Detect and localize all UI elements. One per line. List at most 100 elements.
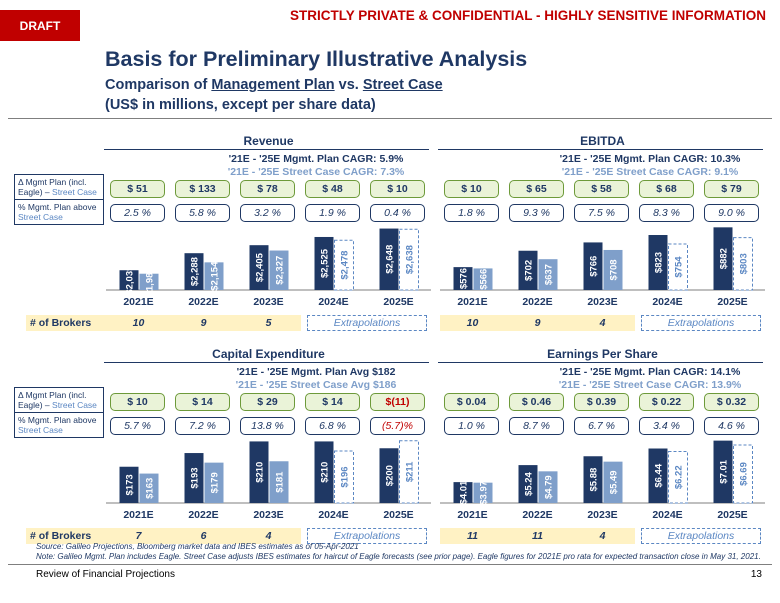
ebitda-cagr: '21E - '25E Mgmt. Plan CAGR: 10.3% '21E -… bbox=[540, 153, 760, 179]
eps-bar-mgmt-label: $4.01 bbox=[459, 480, 470, 504]
capex-xtick: 2022E bbox=[188, 509, 218, 521]
ebitda-bar-street-label: $754 bbox=[674, 256, 685, 278]
revenue-brokers-value: 10 bbox=[132, 317, 145, 329]
revenue-title-rule bbox=[104, 149, 429, 150]
eps-pct-pill: 1.0 % bbox=[444, 417, 499, 435]
ebitda-cagr-mgmt: '21E - '25E Mgmt. Plan CAGR: 10.3% bbox=[559, 153, 741, 165]
ebitda-bar-mgmt-label: $766 bbox=[589, 256, 600, 277]
capex-brokers-value: 7 bbox=[135, 530, 142, 542]
capex-delta-pill: $ 10 bbox=[110, 393, 165, 411]
revenue-brokers-value: 9 bbox=[200, 317, 207, 329]
page-title: Basis for Preliminary Illustrative Analy… bbox=[105, 47, 528, 71]
legend-delta-main: Δ Mgmt Plan (incl. Eagle) – bbox=[18, 177, 87, 197]
legend-delta-street: Street Case bbox=[52, 400, 97, 410]
capex-bar-street-extrapolated bbox=[399, 440, 419, 504]
ebitda-bar-mgmt bbox=[583, 242, 603, 290]
page-subtitle: Comparison of Management Plan vs. Street… bbox=[105, 75, 443, 115]
revenue-bar-street-label: $1,988 bbox=[145, 267, 156, 296]
revenue-xtick: 2023E bbox=[253, 296, 283, 308]
capex-chart: $173 $163 2021E $193 $179 2022E $210 $181 2023E $… bbox=[106, 440, 431, 521]
ebitda-bar-mgmt bbox=[453, 267, 473, 290]
eps-xtick: 2021E bbox=[457, 509, 487, 521]
revenue-xtick: 2025E bbox=[383, 296, 413, 308]
eps-bar-street-label: $6.69 bbox=[739, 462, 750, 486]
revenue-pct-pill: 1.9 % bbox=[305, 204, 360, 222]
eps-xtick: 2022E bbox=[522, 509, 552, 521]
subtitle-street: Street Case bbox=[362, 77, 443, 93]
revenue-pct-pill: 0.4 % bbox=[370, 204, 425, 222]
capex-bar-street-label: $163 bbox=[145, 478, 156, 499]
revenue-xtick: 2022E bbox=[188, 296, 218, 308]
legend-delta-street: Street Case bbox=[52, 187, 97, 197]
capex-bar-street-label: $179 bbox=[210, 472, 221, 493]
ebitda-title-rule bbox=[438, 149, 763, 150]
eps-brokers-value: 4 bbox=[599, 530, 606, 542]
revenue-bar-mgmt-label: $2,648 bbox=[385, 245, 396, 274]
page-number: 13 bbox=[750, 569, 762, 580]
revenue-bar-mgmt-label: $2,405 bbox=[255, 252, 266, 282]
revenue-cagr-mgmt: '21E - '25E Mgmt. Plan CAGR: 5.9% bbox=[228, 153, 404, 165]
ebitda-bar-street-label: $637 bbox=[544, 264, 555, 285]
capex-bar-mgmt bbox=[184, 453, 204, 503]
eps-bar-street bbox=[538, 471, 558, 503]
revenue-bar-mgmt-label: $2,288 bbox=[190, 257, 201, 286]
eps-cagr-mgmt: '21E - '25E Mgmt. Plan CAGR: 14.1% bbox=[559, 366, 741, 378]
legend-pct-main: % Mgmt. Plan above bbox=[18, 202, 97, 212]
revenue-bar-street-label: $2,478 bbox=[340, 251, 351, 280]
eps-bar-mgmt bbox=[583, 456, 603, 503]
legend-pct-street: Street Case bbox=[18, 425, 63, 435]
capex-bar-mgmt bbox=[249, 441, 269, 503]
legend-delta-main: Δ Mgmt Plan (incl. Eagle) – bbox=[18, 390, 87, 410]
capex-title: Capital Expenditure bbox=[212, 347, 325, 361]
eps-pct-pill: 4.6 % bbox=[704, 417, 759, 435]
ebitda-delta-pill: $ 10 bbox=[444, 180, 499, 198]
eps-bar-mgmt-label: $7.01 bbox=[719, 459, 730, 483]
legend-pct-street: Street Case bbox=[18, 212, 63, 222]
revenue-xtick: 2021E bbox=[123, 296, 153, 308]
eps-brokers-value: 11 bbox=[467, 530, 478, 542]
eps-delta-pill: $ 0.32 bbox=[704, 393, 759, 411]
eps-chart: $4.01 $3.97 2021E $5.24 $4.79 2022E $5.88 $5.49… bbox=[440, 440, 765, 521]
footer-title: Review of Financial Projections bbox=[36, 569, 175, 580]
capex-bar-mgmt-label: $173 bbox=[125, 474, 136, 495]
eps-brokers-row: 11 11 4 bbox=[440, 528, 635, 544]
capex-xtick: 2025E bbox=[383, 509, 413, 521]
eps-bar-mgmt-label: $5.88 bbox=[589, 468, 600, 492]
ebitda-bar-street-extrapolated bbox=[733, 237, 753, 291]
eps-xtick: 2023E bbox=[587, 509, 617, 521]
capex-brokers-value: 4 bbox=[265, 530, 272, 542]
capex-pct-pill: 6.8 % bbox=[305, 417, 360, 435]
ebitda-xtick: 2023E bbox=[587, 296, 617, 308]
note-line: Note: Galileo Mgmt. Plan includes Eagle.… bbox=[36, 551, 761, 561]
ebitda-delta-pill: $ 65 bbox=[509, 180, 564, 198]
ebitda-pct-pill: 1.8 % bbox=[444, 204, 499, 222]
subtitle-mgmt: Management Plan bbox=[211, 77, 335, 93]
ebitda-bar-mgmt bbox=[648, 235, 668, 290]
revenue-legend-pct: % Mgmt. Plan above Street Case bbox=[14, 199, 104, 225]
capex-delta-pill: $ 29 bbox=[240, 393, 295, 411]
revenue-delta-pill: $ 51 bbox=[110, 180, 165, 198]
revenue-cagr: '21E - '25E Mgmt. Plan CAGR: 5.9% '21E - … bbox=[206, 153, 426, 179]
ebitda-bar-street bbox=[603, 249, 623, 290]
ebitda-brokers-value: 9 bbox=[534, 317, 541, 329]
capex-bar-street-label: $211 bbox=[405, 461, 416, 482]
ebitda-title: EBITDA bbox=[580, 134, 625, 148]
ebitda-bar-mgmt bbox=[713, 227, 733, 290]
capex-legend-delta: Δ Mgmt Plan (incl. Eagle) – Street Case bbox=[14, 387, 104, 413]
ebitda-bar-street-extrapolated bbox=[668, 243, 688, 291]
revenue-delta-pill: $ 10 bbox=[370, 180, 425, 198]
revenue-bar-mgmt bbox=[314, 236, 334, 290]
capex-pct-pill: 7.2 % bbox=[175, 417, 230, 435]
revenue-bar-mgmt bbox=[184, 253, 204, 290]
capex-bar-mgmt bbox=[379, 448, 399, 503]
eps-bar-street-label: $3.97 bbox=[479, 481, 490, 505]
ebitda-bar-street bbox=[538, 259, 558, 290]
capex-extrapolations-box: Extrapolations bbox=[307, 528, 427, 544]
header-rule bbox=[8, 118, 772, 119]
revenue-extrapolations-box: Extrapolations bbox=[307, 315, 427, 331]
capex-bar-mgmt-label: $210 bbox=[320, 462, 331, 483]
revenue-bar-mgmt bbox=[379, 228, 399, 290]
eps-cagr: '21E - '25E Mgmt. Plan CAGR: 14.1% '21E -… bbox=[540, 366, 760, 392]
revenue-delta-pill: $ 133 bbox=[175, 180, 230, 198]
